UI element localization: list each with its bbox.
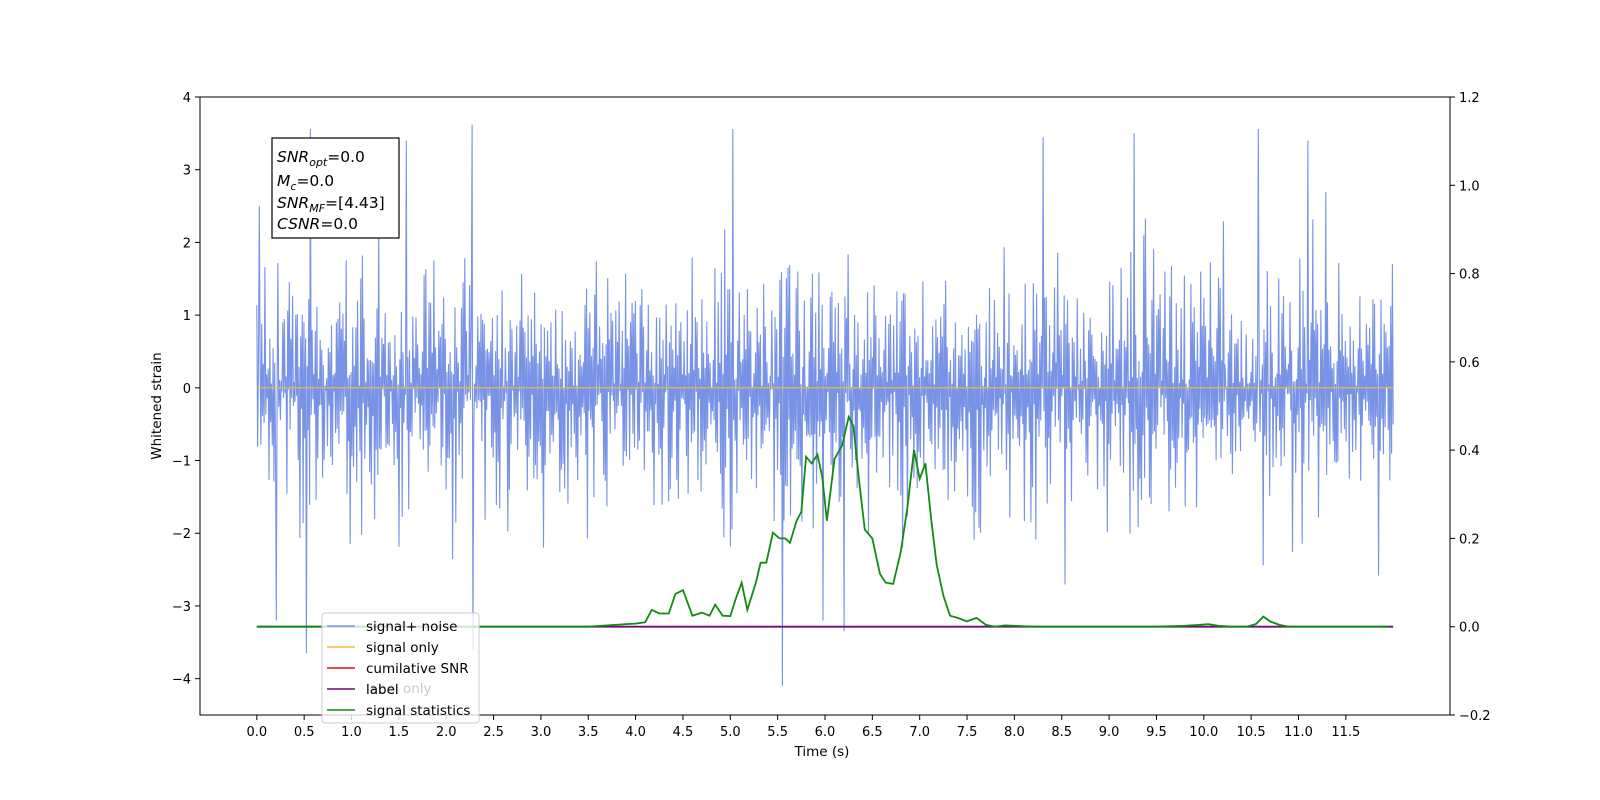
x-tick-label: 4.5 [673, 725, 694, 740]
snr-mf-symbol: SNR [277, 194, 309, 212]
svg-text:CSNR=0.0: CSNR=0.0 [277, 215, 358, 233]
x-tick-label: 8.0 [1004, 725, 1025, 740]
x-tick-label: 4.0 [625, 725, 646, 740]
csnr-value: =0.0 [320, 215, 358, 233]
y-tick-label: 2 [183, 236, 191, 251]
x-tick-label: 1.5 [389, 725, 410, 740]
y-axis-left: 4 3 2 1 0 −1 −2 −3 −4 [172, 91, 200, 688]
x-tick-label: 1.0 [341, 725, 362, 740]
plot-area [256, 124, 1394, 686]
snr-mf-sub: MF [309, 202, 325, 215]
x-tick-label: 2.0 [436, 725, 457, 740]
y-axis-right: 1.2 1.0 0.8 0.6 0.4 0.2 0.0 −0.2 [1450, 91, 1491, 724]
y2-tick-label: 0.2 [1459, 532, 1480, 547]
x-tick-label: 10.5 [1237, 725, 1266, 740]
y-tick-label: 1 [183, 309, 191, 324]
svg-text:SNRMF=[4.43]: SNRMF=[4.43] [277, 194, 385, 215]
mc-value: =0.0 [296, 172, 334, 190]
series-signal-statistics [256, 414, 1389, 628]
y-tick-label: −3 [172, 600, 191, 615]
x-tick-label: 5.5 [767, 725, 788, 740]
legend-ghost-label: label only [366, 681, 432, 697]
snr-mf-value: =[4.43] [325, 194, 385, 212]
y-tick-label: 3 [183, 164, 191, 179]
x-tick-label: 7.5 [957, 725, 978, 740]
snr-opt-value: =0.0 [327, 148, 365, 166]
y2-tick-label: 1.0 [1459, 179, 1480, 194]
legend: label only signal+ noise signal only cum… [321, 612, 480, 724]
y-tick-label: −2 [172, 527, 191, 542]
svg-text:SNRopt=0.0: SNRopt=0.0 [277, 148, 365, 169]
y-tick-label: −1 [172, 455, 191, 470]
legend-label-signal-statistics: signal statistics [366, 703, 470, 719]
csnr-symbol: CSNR [277, 215, 320, 233]
y2-tick-label: −0.2 [1459, 709, 1491, 724]
legend-label-signal-only: signal only [366, 640, 439, 656]
x-tick-label: 2.5 [483, 725, 504, 740]
y2-tick-label: 0.0 [1459, 621, 1480, 636]
x-tick-label: 9.5 [1146, 725, 1167, 740]
snr-opt-symbol: SNR [277, 148, 309, 166]
y-tick-label: 4 [183, 91, 191, 106]
y2-tick-label: 1.2 [1459, 91, 1480, 106]
y-tick-label: 0 [183, 382, 191, 397]
y2-tick-label: 0.4 [1459, 444, 1480, 459]
x-axis-label: Time (s) [794, 744, 850, 760]
x-axis: 0.0 0.5 1.0 1.5 2.0 2.5 3.0 3.5 4.0 4.5 5.0 5.5 6.0 6… [246, 715, 1360, 740]
x-tick-label: 7.0 [909, 725, 930, 740]
y-axis-label: Whitened strain [149, 352, 165, 459]
x-tick-label: 11.5 [1331, 725, 1360, 740]
x-tick-label: 6.5 [862, 725, 883, 740]
y2-tick-label: 0.6 [1459, 356, 1480, 371]
snr-opt-sub: opt [309, 156, 328, 169]
legend-label-label: label [366, 682, 399, 698]
x-tick-label: 0.5 [294, 725, 315, 740]
x-tick-label: 6.0 [815, 725, 836, 740]
mc-sub: c [290, 180, 296, 193]
legend-label-signal-noise: signal+ noise [366, 619, 457, 635]
svg-text:Mc=0.0: Mc=0.0 [277, 172, 334, 193]
x-tick-label: 10.0 [1189, 725, 1218, 740]
series-signal-noise [256, 124, 1394, 686]
y2-tick-label: 0.8 [1459, 268, 1480, 283]
legend-label-cumulative-snr: cumilative SNR [366, 661, 469, 677]
x-tick-label: 3.5 [578, 725, 599, 740]
x-tick-label: 5.0 [720, 725, 741, 740]
x-tick-label: 9.0 [1099, 725, 1120, 740]
annotation-box: SNRopt=0.0 Mc=0.0 SNRMF=[4.43] CSNR=0.0 [271, 137, 400, 239]
mc-symbol: M [277, 172, 290, 190]
x-tick-label: 8.5 [1051, 725, 1072, 740]
x-tick-label: 0.0 [246, 725, 267, 740]
x-tick-label: 3.0 [531, 725, 552, 740]
y-tick-label: −4 [172, 673, 191, 688]
x-tick-label: 11.0 [1284, 725, 1313, 740]
